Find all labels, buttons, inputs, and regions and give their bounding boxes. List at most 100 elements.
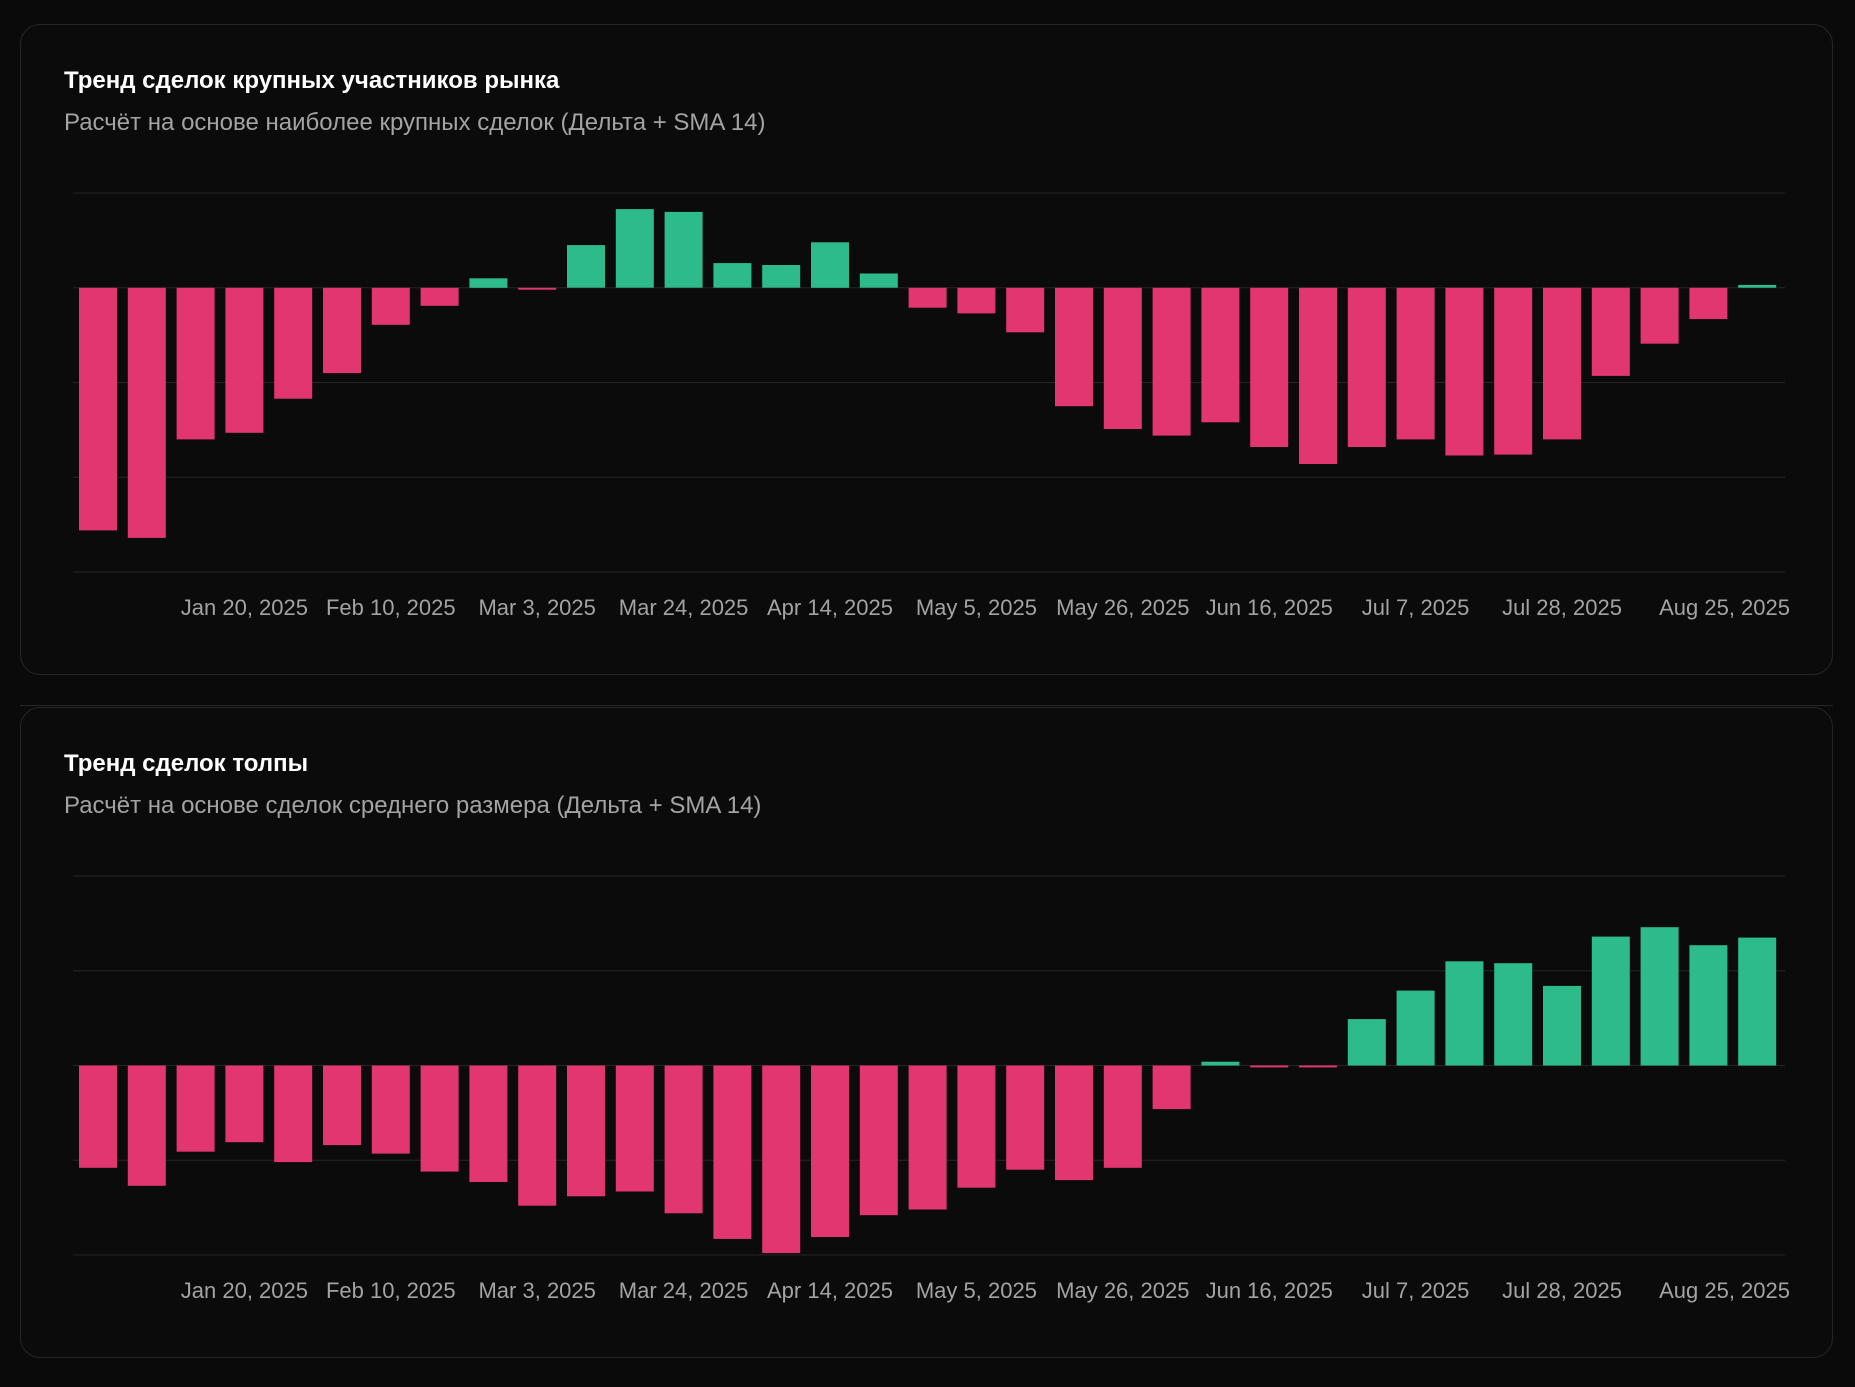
bar[interactable]: [176, 1065, 215, 1152]
x-tick-label: Aug 25, 2025: [1659, 1278, 1790, 1303]
bar[interactable]: [79, 287, 117, 531]
x-tick-label: Feb 10, 2025: [326, 1278, 456, 1303]
bar[interactable]: [127, 287, 166, 538]
bar[interactable]: [1445, 287, 1484, 456]
section-divider: [20, 705, 1833, 706]
large-traders-bar-chart: Jan 20, 2025 Feb 10, 2025 Mar 3, 2025 Mar 2…: [73, 192, 1790, 620]
bar[interactable]: [1201, 1061, 1240, 1066]
bar[interactable]: [1396, 990, 1435, 1066]
x-tick-label: Mar 3, 2025: [478, 595, 595, 620]
x-tick-label: Aug 25, 2025: [1659, 595, 1790, 620]
bar[interactable]: [1055, 287, 1093, 407]
x-tick-label: May 26, 2025: [1056, 1278, 1189, 1303]
bar[interactable]: [957, 287, 996, 314]
bar[interactable]: [1738, 284, 1777, 288]
bar[interactable]: [1689, 287, 1728, 320]
bar[interactable]: [664, 1065, 703, 1214]
bar[interactable]: [176, 287, 215, 440]
bar[interactable]: [1445, 961, 1484, 1066]
x-tick-label: Mar 3, 2025: [478, 1278, 595, 1303]
bar[interactable]: [1103, 1065, 1142, 1168]
bar[interactable]: [1152, 1065, 1191, 1110]
bar[interactable]: [713, 1065, 752, 1239]
bar[interactable]: [469, 1065, 508, 1183]
x-tick-label: Apr 14, 2025: [767, 1278, 893, 1303]
bar[interactable]: [1494, 963, 1533, 1066]
bar[interactable]: [420, 1065, 459, 1172]
bar[interactable]: [225, 1065, 264, 1143]
bar[interactable]: [1250, 287, 1289, 447]
bar[interactable]: [1396, 287, 1435, 440]
bar[interactable]: [371, 287, 410, 325]
x-tick-label: May 5, 2025: [916, 1278, 1037, 1303]
x-tick-label: May 26, 2025: [1056, 595, 1189, 620]
bar[interactable]: [1591, 936, 1630, 1066]
x-tick-label: Jul 28, 2025: [1502, 1278, 1622, 1303]
bar[interactable]: [811, 1065, 849, 1238]
x-tick-label: Jan 20, 2025: [181, 1278, 308, 1303]
bars: [79, 209, 1777, 538]
bar[interactable]: [615, 1065, 654, 1192]
bar[interactable]: [908, 287, 947, 308]
bar[interactable]: [1543, 287, 1581, 440]
bar[interactable]: [1347, 287, 1386, 447]
bar[interactable]: [518, 287, 557, 290]
bar[interactable]: [1543, 985, 1581, 1066]
x-tick-label: May 5, 2025: [916, 595, 1037, 620]
x-tick-label: Jul 28, 2025: [1502, 595, 1622, 620]
x-axis-ticks: Jan 20, 2025 Feb 10, 2025 Mar 3, 2025 Mar 2…: [181, 1278, 1790, 1303]
x-tick-label: Jul 7, 2025: [1362, 1278, 1470, 1303]
bar[interactable]: [1103, 287, 1142, 429]
bar[interactable]: [127, 1065, 166, 1186]
bar[interactable]: [469, 278, 508, 288]
bar[interactable]: [274, 1065, 313, 1163]
bar[interactable]: [664, 211, 703, 288]
bar[interactable]: [1006, 1065, 1045, 1170]
bar[interactable]: [1689, 945, 1728, 1066]
bar[interactable]: [1201, 287, 1240, 423]
x-tick-label: Jun 16, 2025: [1206, 595, 1333, 620]
bar[interactable]: [1299, 1065, 1337, 1068]
bar[interactable]: [811, 242, 849, 288]
crowd-chart-card: Тренд сделок толпы Расчёт на основе сдел…: [20, 707, 1833, 1358]
bar[interactable]: [1640, 287, 1679, 344]
bar[interactable]: [957, 1065, 996, 1188]
x-tick-label: Mar 24, 2025: [619, 595, 749, 620]
bar[interactable]: [1006, 287, 1045, 333]
x-tick-label: Mar 24, 2025: [619, 1278, 749, 1303]
bar[interactable]: [1055, 1065, 1093, 1181]
bar[interactable]: [323, 287, 361, 374]
bar[interactable]: [859, 1065, 898, 1216]
bar[interactable]: [567, 1065, 605, 1197]
bar[interactable]: [1494, 287, 1533, 455]
bar[interactable]: [713, 263, 752, 288]
bar[interactable]: [1250, 1065, 1289, 1068]
bar[interactable]: [615, 209, 654, 288]
bar[interactable]: [1347, 1019, 1386, 1066]
bar[interactable]: [762, 265, 801, 288]
x-tick-label: Jan 20, 2025: [181, 595, 308, 620]
bar[interactable]: [567, 245, 605, 288]
bar[interactable]: [762, 1065, 801, 1254]
bar[interactable]: [1640, 927, 1679, 1066]
bar[interactable]: [1152, 287, 1191, 436]
bar[interactable]: [908, 1065, 947, 1210]
bar[interactable]: [274, 287, 313, 399]
x-tick-label: Feb 10, 2025: [326, 595, 456, 620]
bar[interactable]: [323, 1065, 361, 1146]
chart-subtitle: Расчёт на основе сделок среднего размера…: [64, 792, 762, 819]
bar[interactable]: [518, 1065, 557, 1206]
bar[interactable]: [1738, 937, 1777, 1066]
bar[interactable]: [420, 287, 459, 306]
bar[interactable]: [225, 287, 264, 433]
bar[interactable]: [79, 1065, 117, 1168]
chart-subtitle: Расчёт на основе наиболее крупных сделок…: [64, 109, 766, 136]
chart-title: Тренд сделок крупных участников рынка: [64, 67, 560, 94]
bar[interactable]: [859, 273, 898, 288]
bar[interactable]: [1591, 287, 1630, 376]
chart-title: Тренд сделок толпы: [64, 750, 309, 777]
large-traders-chart-card: Тренд сделок крупных участников рынка Ра…: [20, 24, 1833, 675]
bar[interactable]: [1299, 287, 1337, 464]
bar[interactable]: [371, 1065, 410, 1154]
x-tick-label: Apr 14, 2025: [767, 595, 893, 620]
